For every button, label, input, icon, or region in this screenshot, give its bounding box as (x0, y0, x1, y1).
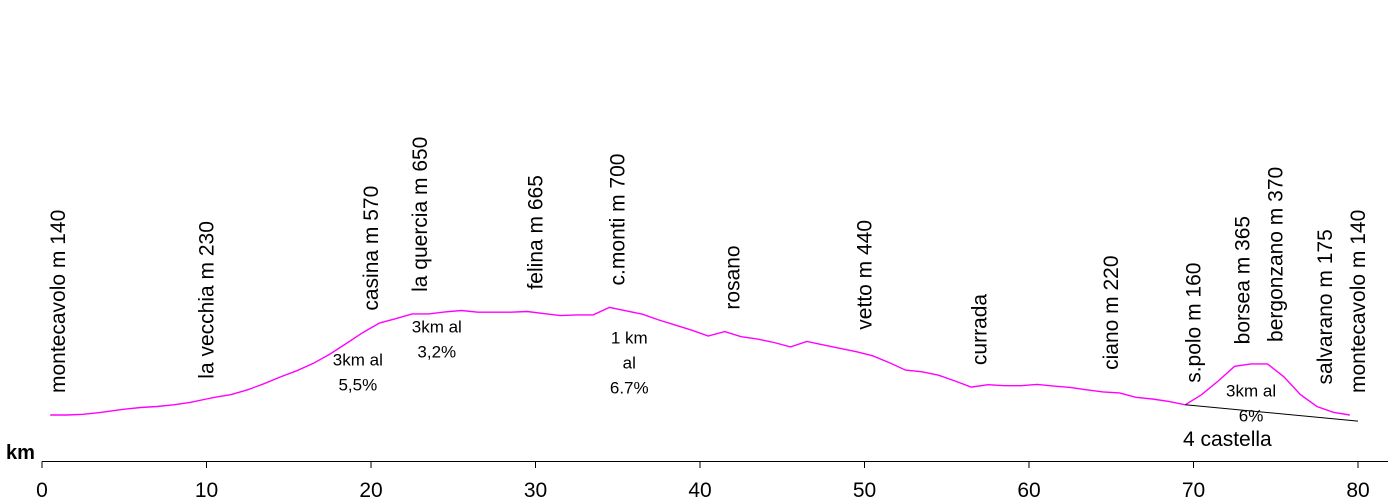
grade-annotation-text: 1 km (611, 329, 648, 348)
place-label: montecavolo m 140 (1347, 210, 1370, 393)
x-tick-label: 50 (853, 479, 876, 502)
x-axis-label: km (6, 442, 35, 464)
place-label: la vecchia m 230 (195, 221, 218, 379)
grade-annotation-text: 6.7% (610, 379, 649, 398)
place-label: currada (968, 294, 991, 366)
grade-annotation-text: 5,5% (338, 376, 377, 395)
grade-annotation-text: 3km al (412, 318, 462, 337)
x-tick-label: 30 (524, 479, 547, 502)
elevation-profile-line (50, 306, 1350, 416)
x-tick-label: 40 (688, 479, 711, 502)
castella-label: 4 castella (1183, 428, 1272, 451)
grade-annotation-text: 3,2% (417, 343, 456, 362)
x-tick-label: 0 (36, 479, 48, 502)
place-label: casina m 570 (360, 186, 383, 311)
x-tick-label: 70 (1182, 479, 1205, 502)
x-tick-label: 60 (1017, 479, 1040, 502)
grade-annotation-text: 3km al (333, 351, 383, 370)
grade-annotation-text: 6% (1239, 406, 1264, 425)
grade-annotation-text: al (623, 354, 636, 373)
place-label: montecavolo m 140 (47, 210, 70, 393)
x-tick-label: 10 (195, 479, 218, 502)
castella-segment (1185, 404, 1359, 422)
place-label: felina m 665 (524, 175, 547, 289)
place-label: ciano m 220 (1100, 255, 1123, 369)
place-label: salvarano m 175 (1314, 229, 1337, 384)
grade-annotations: 3km al 5,5% 3km al 3,2% 1 km al 6.7% 3km al 6% (333, 318, 1276, 426)
place-label: borsea m 365 (1232, 216, 1255, 344)
x-tick-label: 20 (359, 479, 382, 502)
place-label: bergonzano m 370 (1265, 167, 1288, 342)
place-label: c.monti m 700 (607, 154, 630, 286)
place-label: la quercia m 650 (409, 137, 432, 292)
place-label: rosano (722, 245, 745, 309)
grade-annotation-text: 3km al (1226, 381, 1276, 400)
place-labels: montecavolo m 140 la vecchia m 230 casina … (47, 137, 1370, 393)
place-label: vetto m 440 (853, 220, 876, 330)
x-tick-label: 80 (1346, 479, 1369, 502)
place-label: s.polo m 160 (1182, 263, 1205, 383)
x-axis-ticks: 0 10 20 30 40 50 60 70 80 (36, 461, 1370, 502)
